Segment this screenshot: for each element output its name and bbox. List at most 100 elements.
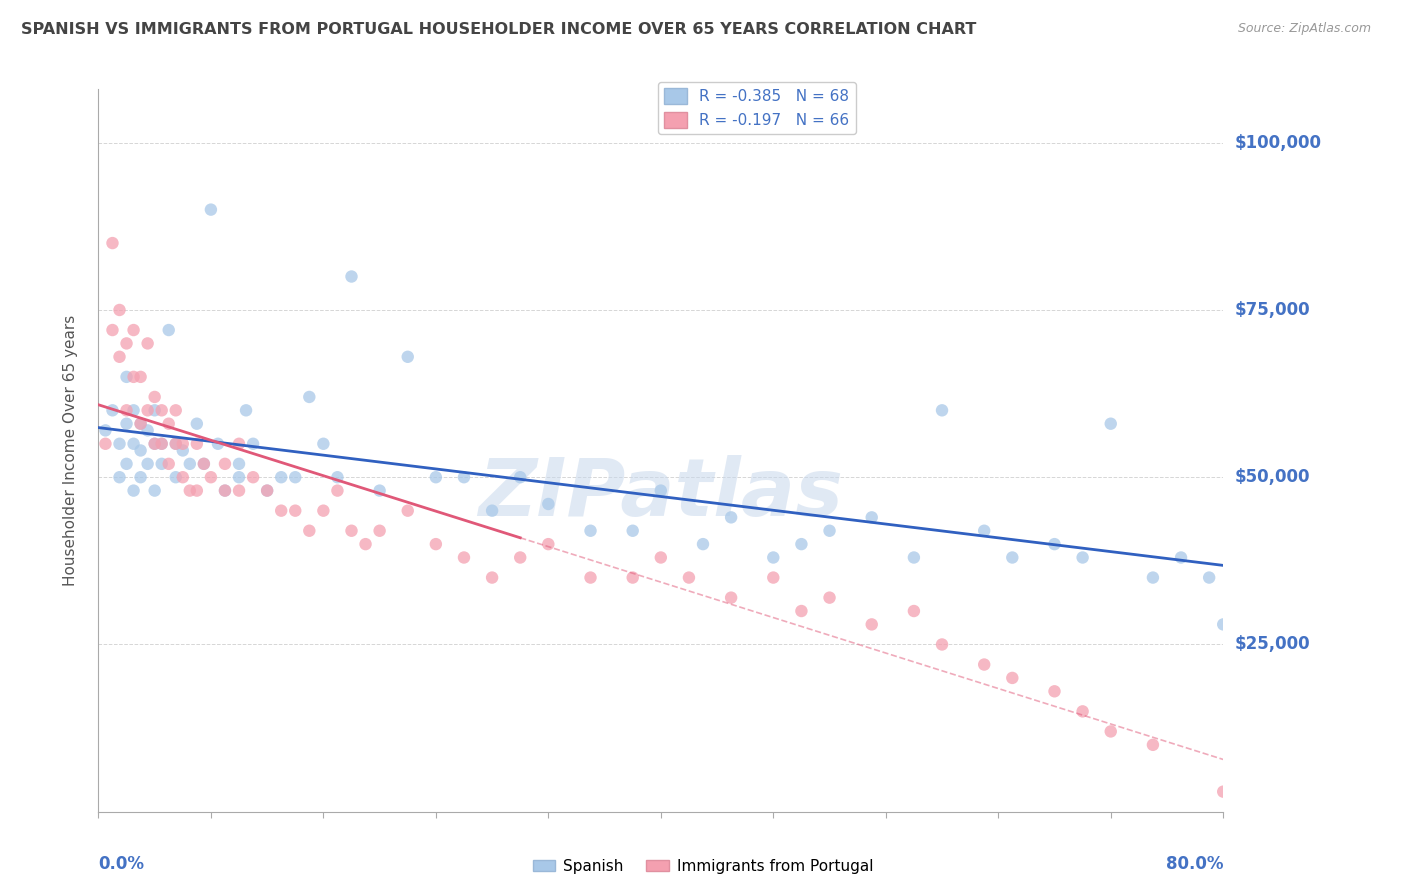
Point (179, 483, 201, 498)
Point (931, 637, 953, 651)
Point (129, 417, 152, 431)
Point (1071, 705, 1094, 719)
Y-axis label: Householder Income Over 65 years: Householder Income Over 65 years (63, 315, 77, 586)
Point (186, 417, 208, 431)
Point (136, 336, 159, 351)
Point (818, 524, 841, 538)
Point (143, 390, 166, 404)
Point (122, 436, 145, 450)
Point (256, 483, 278, 498)
Point (214, 457, 236, 471)
Point (537, 497, 560, 511)
Legend: R = -0.385   N = 68, R = -0.197   N = 66: R = -0.385 N = 68, R = -0.197 N = 66 (658, 82, 856, 134)
Point (214, 483, 236, 498)
Point (165, 470, 187, 484)
Point (228, 457, 250, 471)
Text: 80.0%: 80.0% (1166, 855, 1223, 873)
Point (396, 503, 419, 517)
Point (242, 470, 264, 484)
Point (115, 457, 138, 471)
Point (214, 483, 236, 498)
Point (228, 470, 250, 484)
Point (1043, 537, 1066, 551)
Text: 0.0%: 0.0% (98, 855, 145, 873)
Point (122, 483, 145, 498)
Point (650, 483, 672, 498)
Point (720, 591, 742, 605)
Text: SPANISH VS IMMIGRANTS FROM PORTUGAL HOUSEHOLDER INCOME OVER 65 YEARS CORRELATION: SPANISH VS IMMIGRANTS FROM PORTUGAL HOUS… (21, 22, 976, 37)
Point (1099, 417, 1122, 431)
Point (129, 369, 152, 384)
Legend: Spanish, Immigrants from Portugal: Spanish, Immigrants from Portugal (526, 853, 880, 880)
Point (200, 470, 222, 484)
Point (172, 436, 194, 450)
Point (157, 323, 180, 337)
Point (931, 403, 953, 417)
Point (1142, 571, 1164, 585)
Point (129, 470, 152, 484)
Point (453, 470, 475, 484)
Point (678, 571, 700, 585)
Point (1170, 550, 1192, 565)
Point (284, 470, 307, 484)
Point (1071, 550, 1094, 565)
Point (143, 436, 166, 450)
Point (621, 571, 644, 585)
Point (115, 336, 138, 351)
Point (284, 503, 307, 517)
Point (235, 403, 257, 417)
Point (650, 550, 672, 565)
Point (165, 436, 187, 450)
Point (207, 436, 229, 450)
Point (193, 457, 215, 471)
Point (509, 470, 531, 484)
Point (790, 537, 813, 551)
Point (165, 403, 187, 417)
Point (425, 537, 447, 551)
Point (186, 436, 208, 450)
Point (368, 483, 391, 498)
Point (903, 550, 925, 565)
Point (621, 524, 644, 538)
Point (150, 457, 173, 471)
Point (425, 470, 447, 484)
Point (256, 483, 278, 498)
Point (108, 470, 131, 484)
Point (1099, 724, 1122, 739)
Point (326, 470, 349, 484)
Point (762, 571, 785, 585)
Point (368, 524, 391, 538)
Point (101, 235, 124, 250)
Point (94, 436, 117, 450)
Point (242, 436, 264, 450)
Point (193, 457, 215, 471)
Point (298, 524, 321, 538)
Point (108, 436, 131, 450)
Text: $50,000: $50,000 (1234, 468, 1310, 486)
Point (172, 470, 194, 484)
Point (340, 524, 363, 538)
Point (228, 483, 250, 498)
Point (129, 443, 152, 458)
Point (481, 571, 503, 585)
Text: $75,000: $75,000 (1234, 301, 1310, 319)
Point (1043, 684, 1066, 698)
Point (157, 457, 180, 471)
Point (200, 202, 222, 217)
Point (1198, 571, 1220, 585)
Point (973, 524, 995, 538)
Point (790, 604, 813, 618)
Point (537, 537, 560, 551)
Point (150, 403, 173, 417)
Point (172, 443, 194, 458)
Point (1001, 550, 1024, 565)
Point (94, 424, 117, 438)
Point (108, 303, 131, 318)
Point (108, 350, 131, 364)
Point (396, 350, 419, 364)
Point (720, 510, 742, 524)
Point (579, 571, 602, 585)
Point (340, 269, 363, 284)
Point (228, 436, 250, 450)
Point (270, 470, 292, 484)
